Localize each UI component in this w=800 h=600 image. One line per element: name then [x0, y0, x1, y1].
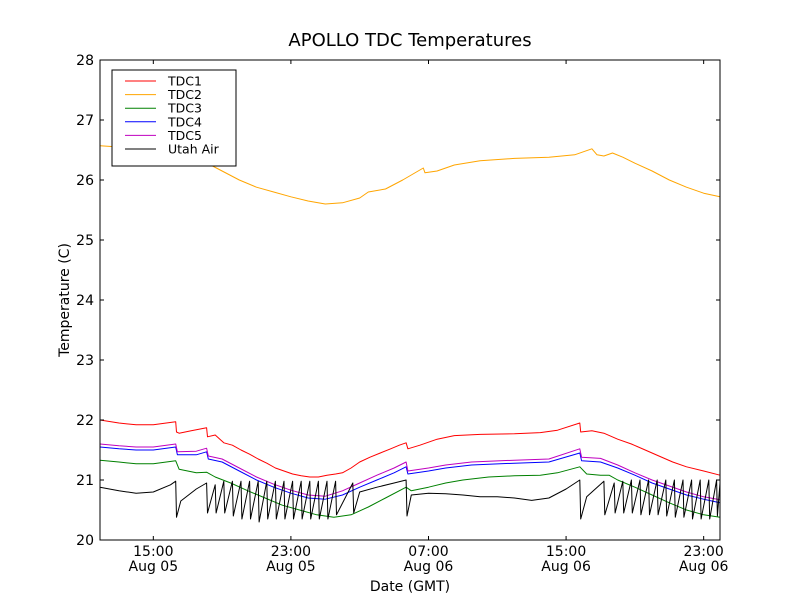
x-tick-label-date: Aug 05 [266, 559, 316, 575]
x-tick-label-date: Aug 06 [541, 559, 591, 575]
legend-label: TDC4 [167, 114, 202, 129]
x-tick-label-date: Aug 06 [679, 559, 729, 575]
legend-label: Utah Air [168, 142, 220, 157]
series-line-tdc1 [99, 419, 721, 478]
y-tick-label: 20 [76, 533, 94, 549]
x-tick-label-date: Aug 05 [129, 559, 179, 575]
x-axis-label: Date (GMT) [370, 579, 450, 595]
series-line-tdc5 [99, 443, 721, 501]
legend-label: TDC1 [167, 74, 202, 89]
y-axis-label: Temperature (C) [57, 243, 73, 358]
legend-label: TDC3 [167, 101, 202, 116]
y-tick-label: 24 [76, 293, 94, 309]
legend-label: TDC2 [167, 87, 202, 102]
x-tick-label-time: 23:00 [683, 544, 723, 560]
chart-title: APOLLO TDC Temperatures [288, 30, 531, 51]
y-tick-label: 28 [76, 53, 94, 69]
legend-box [111, 69, 237, 167]
y-tick-label: 26 [76, 173, 94, 189]
legend-label: TDC5 [167, 128, 202, 143]
y-tick-label: 21 [76, 473, 94, 489]
x-tick-label-time: 15:00 [546, 544, 586, 560]
series-line-tdc4 [99, 446, 721, 504]
y-tick-label: 27 [76, 113, 94, 129]
y-tick-label: 25 [76, 233, 94, 249]
series-line-utah-air [99, 479, 721, 523]
x-tick-label-date: Aug 06 [404, 559, 454, 575]
y-axis: 20 21 22 23 24 25 26 27 28 [76, 53, 720, 549]
x-tick-label-time: 15:00 [133, 544, 173, 560]
y-tick-label: 23 [76, 353, 94, 369]
x-tick-label-time: 23:00 [271, 544, 311, 560]
x-tick-label-time: 07:00 [408, 544, 448, 560]
y-tick-label: 22 [76, 413, 94, 429]
